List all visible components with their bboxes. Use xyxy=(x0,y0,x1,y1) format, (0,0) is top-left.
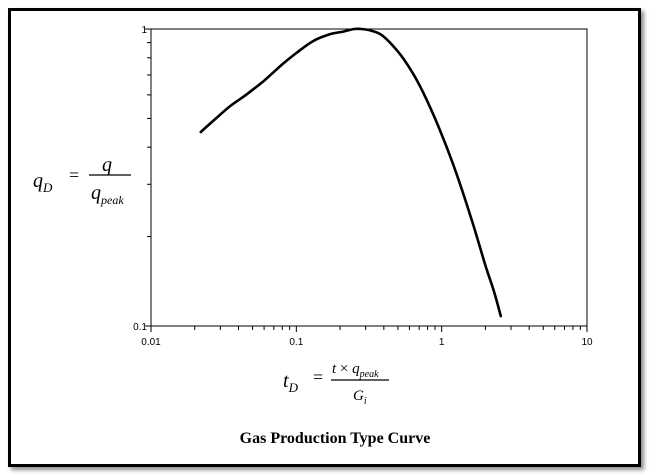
ylabel-lhs-sub: D xyxy=(42,180,53,195)
ylabel-eq: = xyxy=(69,165,79,185)
xlabel-numerator-t: t xyxy=(332,361,337,377)
svg-text:tD: tD xyxy=(283,370,299,395)
xlabel-lhs-sub: D xyxy=(288,380,299,395)
y-tick-label: 1 xyxy=(141,25,147,36)
xlabel-times: × xyxy=(340,361,348,377)
ylabel-denominator-sub: peak xyxy=(100,193,124,207)
ylabel-numerator: q xyxy=(102,154,112,176)
x-tick-label: 10 xyxy=(581,337,593,348)
series-line-production xyxy=(199,27,503,318)
y-ticks xyxy=(145,28,151,327)
chart-frame: 0.01 0.1 1 10 0.1 1 qD = q qpeak tD = t × xyxy=(8,8,641,467)
plot-area: 0.01 0.1 1 10 0.11 xyxy=(133,25,593,348)
xlabel-numerator-q: q xyxy=(352,361,360,377)
ylabel-denominator: q xyxy=(91,182,101,204)
svg-text:qpeak: qpeak xyxy=(91,182,124,207)
x-axis-label: tD = t × qpeak Gi xyxy=(283,361,389,407)
x-tick-label: 1 xyxy=(439,337,445,348)
x-tick-labels: 0.01 0.1 1 10 xyxy=(141,337,593,348)
axes-box xyxy=(150,28,588,327)
xlabel-numerator-sub: peak xyxy=(359,369,379,380)
xlabel-denominator: G xyxy=(353,388,364,404)
xlabel-lhs: t xyxy=(283,370,289,392)
svg-text:Gi: Gi xyxy=(353,388,367,407)
y-tick-label: 0.1 xyxy=(133,322,147,333)
xlabel-eq: = xyxy=(313,367,323,387)
chart-title: Gas Production Type Curve xyxy=(240,430,431,447)
svg-text:t × qpeak: t × qpeak xyxy=(332,361,379,380)
ylabel-lhs: q xyxy=(33,170,43,192)
chart-svg: 0.01 0.1 1 10 0.11 qD = q qpeak tD = t × xyxy=(33,25,593,447)
svg-text:qD: qD xyxy=(33,170,53,195)
x-ticks xyxy=(150,326,588,332)
xlabel-denominator-sub: i xyxy=(364,396,367,407)
x-tick-label: 0.1 xyxy=(289,337,303,348)
x-tick-label: 0.01 xyxy=(141,337,161,348)
y-tick-labels: 0.11 xyxy=(133,25,147,333)
y-axis-label: qD = q qpeak xyxy=(33,154,131,207)
